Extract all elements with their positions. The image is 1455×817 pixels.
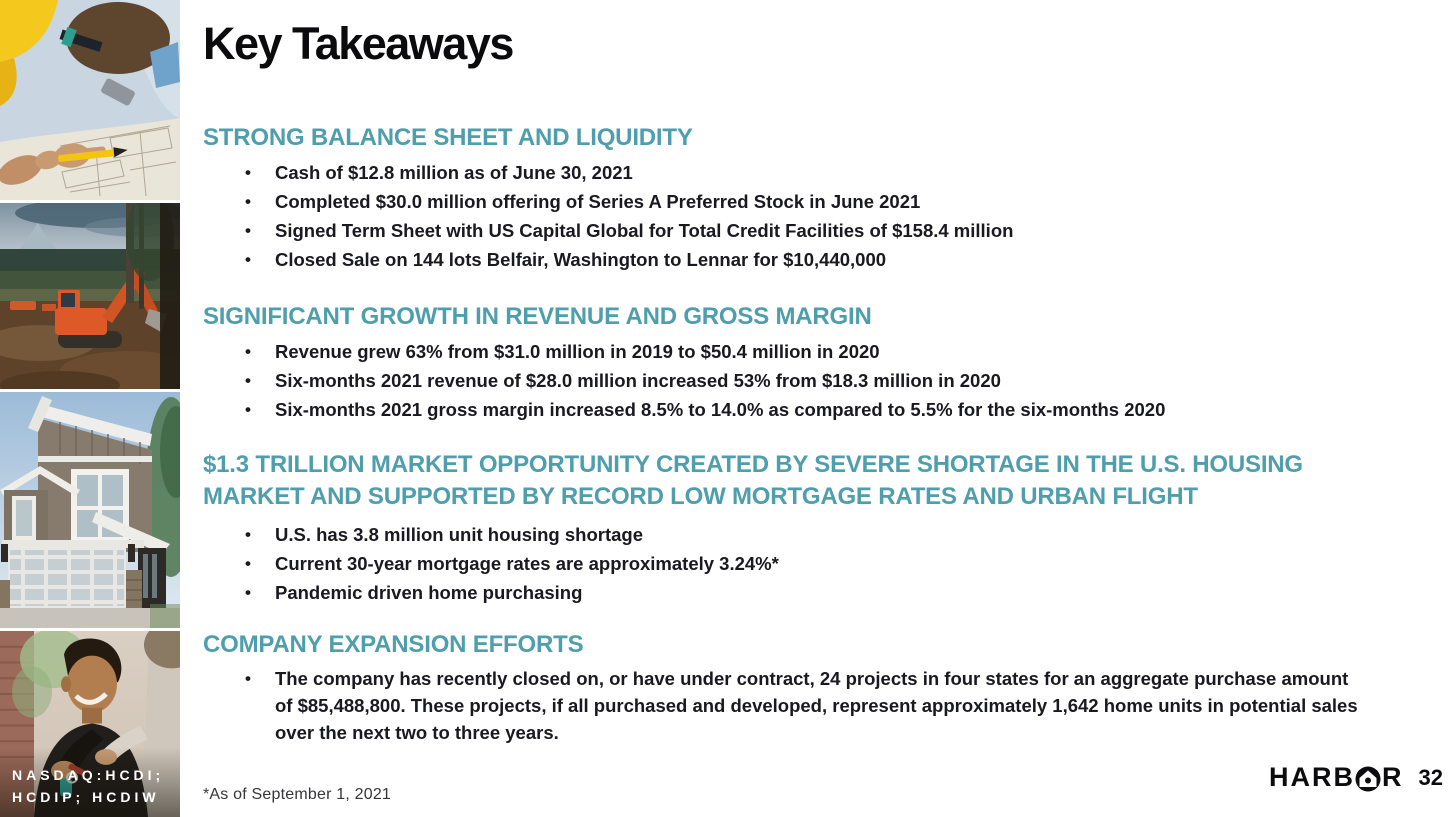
section-heading-market-opportunity-line2: MARKET AND SUPPORTED BY RECORD LOW MORTG… [203, 483, 1198, 510]
photo-blueprint-planning [0, 0, 180, 200]
section-heading-balance-sheet: STRONG BALANCE SHEET AND LIQUIDITY [203, 124, 693, 151]
logo-text-harb: HARB [1269, 762, 1356, 792]
bullet-item: Cash of $12.8 million as of June 30, 202… [203, 158, 1453, 187]
footnote: *As of September 1, 2021 [203, 786, 392, 803]
bullet-item: The company has recently closed on, or h… [203, 665, 1367, 746]
bullet-item: Revenue grew 63% from $31.0 million in 2… [203, 337, 1453, 366]
house-in-circle-icon [1355, 766, 1381, 791]
photo-new-home [0, 392, 180, 628]
excavator-photo-graphic [0, 203, 180, 389]
bullet-list-market-opportunity: U.S. has 3.8 million unit housing shorta… [203, 520, 1453, 607]
photo-sidebar: NASDAQ:HCDI; HCDIP; HCDIW [0, 0, 180, 817]
homeowner-photo-graphic [0, 631, 180, 817]
photo-homeowner-keys: NASDAQ:HCDI; HCDIP; HCDIW [0, 631, 180, 817]
bullet-list-company-expansion: The company has recently closed on, or h… [203, 665, 1453, 746]
bullet-list-revenue-growth: Revenue grew 63% from $31.0 million in 2… [203, 337, 1453, 424]
nasdaq-ticker: NASDAQ:HCDI; HCDIP; HCDIW [12, 764, 164, 808]
section-balance-sheet: STRONG BALANCE SHEET AND LIQUIDITY Cash … [203, 124, 1453, 274]
house-photo-graphic [0, 392, 180, 628]
bullet-item: Completed $30.0 million offering of Seri… [203, 187, 1453, 216]
bullet-item: U.S. has 3.8 million unit housing shorta… [203, 520, 1453, 549]
page-number: 32 [1418, 764, 1443, 790]
logo-text-r: R [1382, 762, 1404, 792]
section-heading-company-expansion: COMPANY EXPANSION EFFORTS [203, 631, 584, 658]
bullet-item: Pandemic driven home purchasing [203, 578, 1453, 607]
section-revenue-growth: SIGNIFICANT GROWTH IN REVENUE AND GROSS … [203, 303, 1453, 424]
bullet-item: Closed Sale on 144 lots Belfair, Washing… [203, 245, 1453, 274]
harbor-logo: HARB R 32 [1269, 762, 1443, 793]
section-company-expansion: COMPANY EXPANSION EFFORTS The company ha… [203, 631, 1453, 746]
bullet-item: Current 30-year mortgage rates are appro… [203, 549, 1453, 578]
section-market-opportunity: $1.3 TRILLION MARKET OPPORTUNITY CREATED… [203, 449, 1453, 607]
page-title: Key Takeaways [203, 18, 514, 69]
bullet-item: Six-months 2021 revenue of $28.0 million… [203, 366, 1453, 395]
bullet-item: Signed Term Sheet with US Capital Global… [203, 216, 1453, 245]
section-heading-market-opportunity-line1: $1.3 TRILLION MARKET OPPORTUNITY CREATED… [203, 451, 1303, 478]
slide-content: Key Takeaways STRONG BALANCE SHEET AND L… [203, 0, 1455, 817]
photo-excavator-site [0, 203, 180, 389]
bullet-list-balance-sheet: Cash of $12.8 million as of June 30, 202… [203, 158, 1453, 274]
section-heading-revenue-growth: SIGNIFICANT GROWTH IN REVENUE AND GROSS … [203, 303, 872, 330]
ticker-line-1: NASDAQ:HCDI; [12, 767, 165, 783]
blueprint-photo-graphic [0, 0, 180, 200]
ticker-line-2: HCDIP; HCDIW [12, 789, 160, 805]
bullet-item: Six-months 2021 gross margin increased 8… [203, 395, 1453, 424]
